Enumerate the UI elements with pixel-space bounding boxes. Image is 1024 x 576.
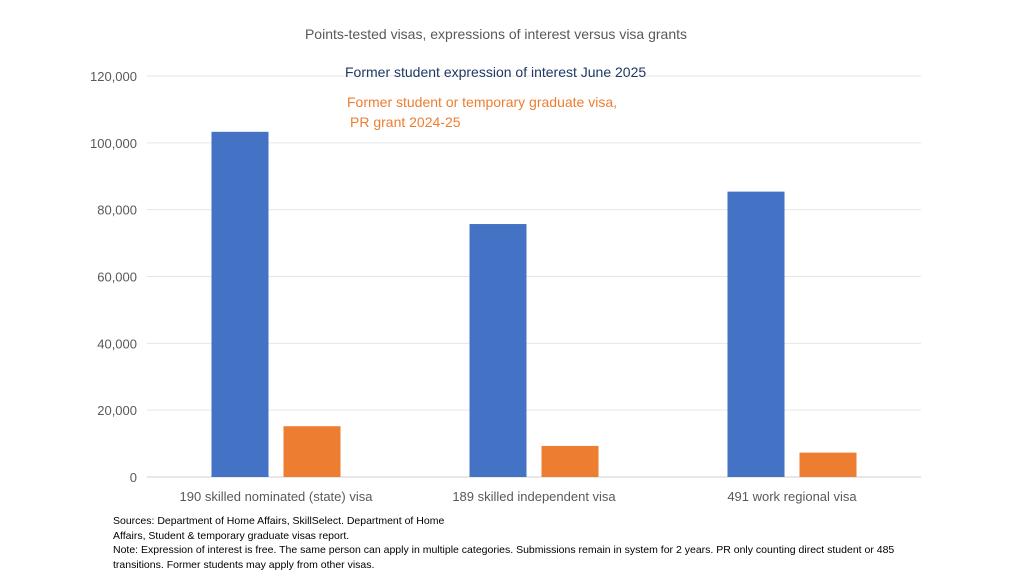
x-category-label: 189 skilled independent visa	[452, 489, 616, 504]
sources-line-2: Affairs, Student & temporary graduate vi…	[113, 529, 350, 542]
y-tick-label: 40,000	[97, 336, 137, 351]
gridlines	[147, 75, 921, 478]
y-tick-label: 120,000	[90, 69, 137, 84]
legend-entry: Former student expression of interest Ju…	[345, 64, 646, 80]
y-tick-label: 100,000	[90, 136, 137, 151]
legend: Former student expression of interest Ju…	[345, 64, 646, 130]
y-tick-label: 20,000	[97, 403, 137, 418]
legend-entry: Former student or temporary graduate vis…	[347, 94, 617, 110]
legend-entry: PR grant 2024-25	[350, 114, 461, 130]
note-line-2: transitions. Former students may apply f…	[113, 558, 375, 571]
bar	[211, 131, 269, 477]
x-category-label: 491 work regional visa	[727, 489, 857, 504]
y-tick-label: 0	[130, 470, 137, 485]
y-tick-label: 80,000	[97, 203, 137, 218]
x-axis-categories: 190 skilled nominated (state) visa 189 sk…	[180, 489, 858, 504]
y-axis-ticks: 0 20,000 40,000 60,000 80,000 100,000 120,000	[90, 69, 137, 485]
bar	[469, 224, 527, 477]
bar	[541, 445, 599, 477]
bar	[727, 191, 785, 477]
note-line-1: Note: Expression of interest is free. Th…	[113, 544, 895, 556]
bar	[283, 426, 341, 477]
chart-title: Points-tested visas, expressions of inte…	[305, 26, 687, 42]
y-tick-label: 60,000	[97, 270, 137, 285]
sources-line-1: Sources: Department of Home Affairs, Ski…	[113, 515, 445, 527]
bar	[799, 452, 857, 477]
footnotes: Sources: Department of Home Affairs, Ski…	[113, 514, 1013, 572]
bars	[211, 131, 857, 477]
x-category-label: 190 skilled nominated (state) visa	[180, 489, 374, 504]
